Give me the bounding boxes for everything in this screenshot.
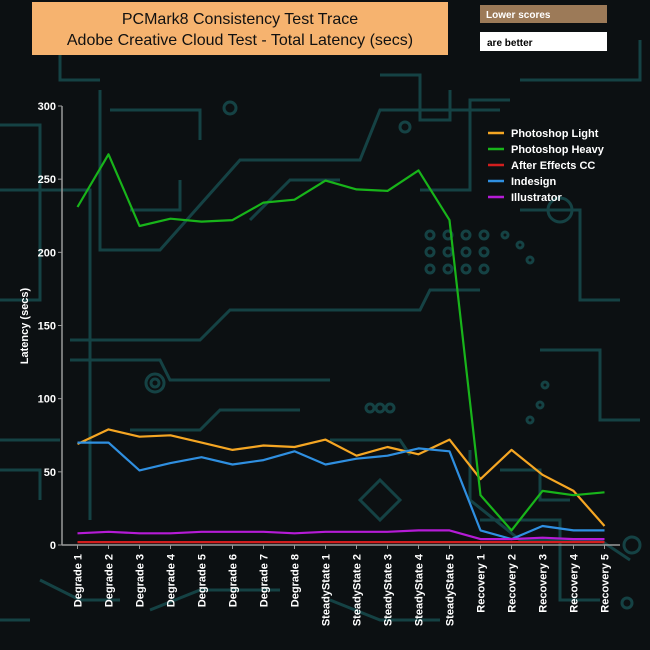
circuit-background-art <box>0 40 642 622</box>
x-tick-label: Degrade 8 <box>290 554 302 607</box>
x-tick-label: Degrade 6 <box>228 554 240 607</box>
x-tick-label: Recovery 2 <box>507 554 519 613</box>
legend: Photoshop Light Photoshop Heavy After Eff… <box>488 128 605 204</box>
x-axis-ticks: Degrade 1 Degrade 2 Degrade 3 Degrade 4 Degr… <box>73 545 612 626</box>
y-tick-label: 300 <box>38 101 56 113</box>
x-tick-label: Recovery 4 <box>569 553 581 613</box>
y-axis-label: Latency (secs) <box>19 287 31 364</box>
y-tick-label: 100 <box>38 394 56 406</box>
series-lines <box>76 153 606 544</box>
legend-label: Illustrator <box>511 192 562 204</box>
y-tick-label: 150 <box>38 321 56 333</box>
note-box-bottom <box>480 32 607 51</box>
x-tick-label: Degrade 1 <box>73 554 85 607</box>
y-tick-label: 250 <box>38 174 56 186</box>
series-line-1 <box>76 153 605 532</box>
x-tick-label: Degrade 5 <box>197 554 209 607</box>
x-tick-label: Degrade 3 <box>135 554 147 607</box>
series-line-4 <box>77 529 605 541</box>
x-tick-label: SteadyState 3 <box>383 554 395 626</box>
note-line-1: Lower scores <box>486 10 551 21</box>
y-tick-label: 50 <box>44 467 56 479</box>
x-tick-label: SteadyState 2 <box>352 554 364 626</box>
series-line-3 <box>77 441 605 541</box>
x-tick-label: Degrade 2 <box>104 554 116 607</box>
legend-label: After Effects CC <box>511 160 595 172</box>
note-box: Lower scores are better <box>480 5 607 51</box>
note-line-2: are better <box>487 38 533 49</box>
x-tick-label: SteadyState 4 <box>414 553 426 626</box>
series-line-0 <box>77 428 606 527</box>
x-tick-label: SteadyState 5 <box>445 554 457 626</box>
title-box: PCMark8 Consistency Test Trace Adobe Cre… <box>32 2 448 55</box>
chart-subtitle: Adobe Creative Cloud Test - Total Latenc… <box>67 32 413 49</box>
x-tick-label: Degrade 7 <box>259 554 271 607</box>
x-tick-label: Recovery 3 <box>538 554 550 613</box>
chart-title: PCMark8 Consistency Test Trace <box>122 11 358 28</box>
x-tick-label: SteadyState 1 <box>321 554 333 626</box>
note-box-top <box>480 5 607 23</box>
x-tick-label: Recovery 5 <box>600 554 612 613</box>
title-background <box>32 2 448 55</box>
legend-label: Photoshop Light <box>511 128 599 140</box>
x-tick-label: Recovery 1 <box>476 554 488 613</box>
legend-label: Indesign <box>511 176 557 188</box>
x-tick-label: Degrade 4 <box>166 553 178 607</box>
y-axis-ticks: 0 50 100 150 200 250 300 <box>38 101 62 552</box>
legend-label: Photoshop Heavy <box>511 144 605 156</box>
y-tick-label: 200 <box>38 247 56 259</box>
y-tick-label: 0 <box>50 540 56 552</box>
